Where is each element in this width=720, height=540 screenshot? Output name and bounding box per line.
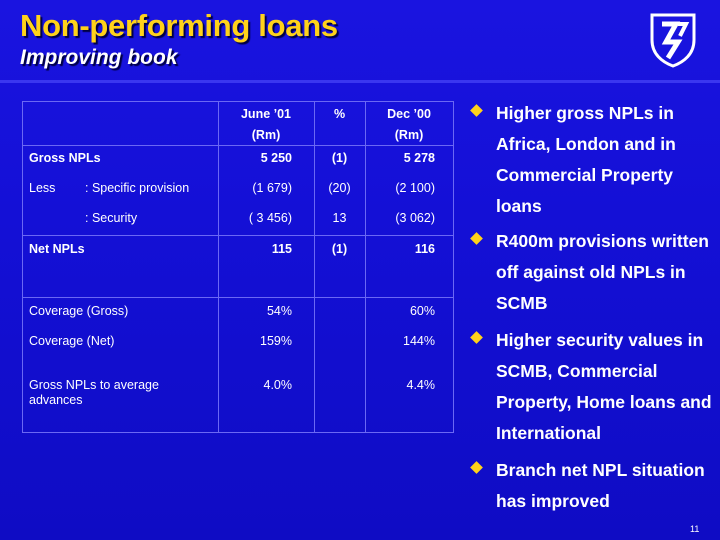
net-npls-june01: 115	[271, 242, 292, 256]
bullet-text: Higher gross NPLs in Africa, London and …	[496, 103, 676, 216]
specific-provision-percent: (20)	[328, 181, 351, 195]
page-number: 11	[690, 524, 700, 534]
coverage-net-dec00: 144%	[403, 334, 435, 348]
row-divider	[22, 297, 454, 298]
net-npls-dec00: 116	[414, 242, 435, 256]
row-label-gross-npls-to-advances: Gross NPLs to average	[29, 378, 159, 392]
coverage-gross-dec00: 60%	[409, 304, 435, 318]
page-title: Non-performing loans	[20, 8, 338, 43]
diamond-bullet-icon	[470, 232, 483, 245]
npl-table: June ’01 (Rm) % Dec ’00 (Rm) Gross NPLs …	[22, 101, 454, 433]
security-june01: ( 3 456)	[248, 211, 292, 225]
bullet-text: R400m provisions written off against old…	[496, 231, 709, 313]
row-label-security: : Security	[85, 211, 138, 225]
security-percent: 13	[332, 211, 347, 225]
row-label-less: Less	[29, 181, 56, 195]
column-divider	[218, 101, 219, 433]
bullet-item: R400m provisions written off against old…	[470, 226, 716, 319]
row-divider	[22, 145, 454, 146]
specific-provision-dec00: (2 100)	[395, 181, 435, 195]
row-label-gross-npls: Gross NPLs	[29, 151, 101, 165]
row-divider	[22, 235, 454, 236]
column-header-june01: June ’01	[240, 107, 292, 121]
row-label-specific-provision: : Specific provision	[85, 181, 190, 195]
coverage-gross-june01: 54%	[266, 304, 292, 318]
column-divider	[365, 101, 366, 433]
table-border-top	[22, 101, 454, 102]
column-divider	[314, 101, 315, 433]
column-header-dec00-unit: (Rm)	[394, 128, 424, 142]
column-header-percent: %	[333, 107, 346, 121]
bullet-text: Higher security values in SCMB, Commerci…	[496, 330, 712, 443]
table-border-right	[453, 101, 454, 433]
gross-npls-june01: 5 250	[260, 151, 292, 165]
row-label-net-npls: Net NPLs	[29, 242, 85, 256]
security-dec00: (3 062)	[395, 211, 435, 225]
row-label-coverage-gross: Coverage (Gross)	[29, 304, 129, 318]
table-border-bottom	[22, 432, 454, 433]
net-npls-percent: (1)	[331, 242, 348, 256]
title-divider	[0, 80, 720, 83]
gross-npls-to-advances-dec00: 4.4%	[406, 378, 436, 392]
column-header-june01-unit: (Rm)	[251, 128, 281, 142]
bullet-item: Higher security values in SCMB, Commerci…	[470, 325, 716, 449]
gross-npls-to-advances-june01: 4.0%	[263, 378, 293, 392]
bullet-item: Branch net NPL situation has improved	[470, 455, 716, 517]
bullet-text: Branch net NPL situation has improved	[496, 460, 705, 511]
specific-provision-june01: (1 679)	[252, 181, 292, 195]
row-label-coverage-net: Coverage (Net)	[29, 334, 115, 348]
column-header-dec00: Dec ’00	[387, 107, 431, 121]
page-subtitle: Improving book	[20, 46, 178, 69]
gross-npls-percent: (1)	[331, 151, 348, 165]
diamond-bullet-icon	[470, 461, 483, 474]
table-border-left	[22, 101, 23, 433]
diamond-bullet-icon	[470, 331, 483, 344]
bullet-item: Higher gross NPLs in Africa, London and …	[470, 98, 716, 222]
bullet-list: Higher gross NPLs in Africa, London and …	[470, 98, 716, 517]
row-label-gross-npls-to-advances-cont: advances	[29, 393, 83, 407]
gross-npls-dec00: 5 278	[403, 151, 435, 165]
shield-logo-icon	[650, 13, 696, 68]
coverage-net-june01: 159%	[260, 334, 292, 348]
diamond-bullet-icon	[470, 104, 483, 117]
